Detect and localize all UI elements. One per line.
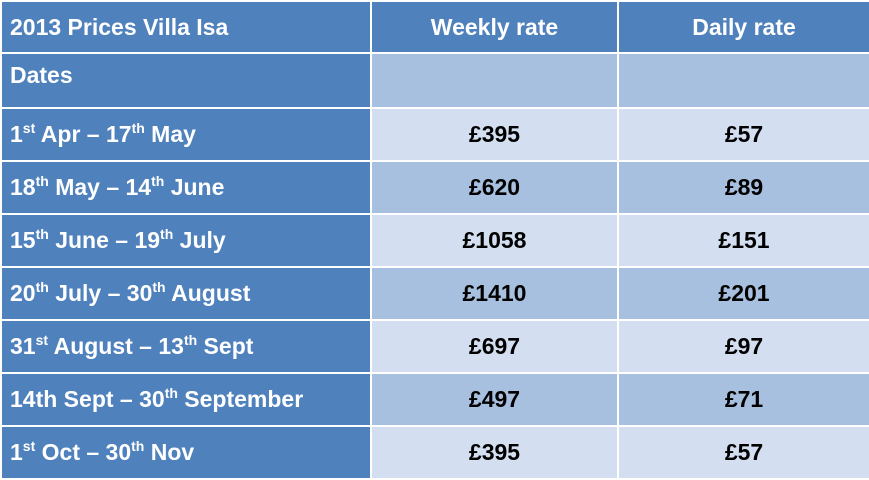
weekly-rate: £1058	[370, 213, 619, 268]
date-text: 1	[10, 439, 23, 465]
header-cell: Weekly rate	[370, 0, 619, 54]
date-text: May	[144, 121, 196, 147]
ordinal-suffix: th	[131, 120, 145, 136]
ordinal-suffix: th	[152, 279, 166, 295]
date-cell: 18th May – 14th June	[0, 160, 372, 215]
ordinal-suffix: st	[22, 438, 36, 454]
date-text: 15	[10, 227, 36, 253]
ordinal-suffix: th	[151, 173, 165, 189]
ordinal-suffix: th	[160, 226, 174, 242]
daily-rate: £97	[617, 319, 869, 374]
empty-cell	[370, 52, 619, 109]
ordinal-suffix: st	[22, 120, 36, 136]
ordinal-suffix: th	[164, 385, 178, 401]
date-text: Oct – 30	[35, 439, 132, 465]
data-row: 1st Oct – 30th Nov £395 £57	[0, 425, 869, 480]
date-cell: 1st Oct – 30th Nov	[0, 425, 372, 480]
weekly-rate: £697	[370, 319, 619, 374]
data-row: 15th June – 19th July £1058 £151	[0, 213, 869, 268]
date-text: August – 13	[48, 333, 184, 359]
date-text: 31	[10, 333, 36, 359]
date-cell: 1st Apr – 17th May	[0, 107, 372, 162]
empty-cell	[617, 52, 869, 109]
ordinal-suffix: st	[35, 332, 49, 348]
date-cell: 15th June – 19th July	[0, 213, 372, 268]
weekly-rate: £497	[370, 372, 619, 427]
date-text: May – 14	[48, 174, 152, 200]
date-text: Nov	[144, 439, 195, 465]
header-row: 2013 Prices Villa Isa Weekly rate Daily …	[0, 0, 869, 54]
date-cell: 31st August – 13th Sept	[0, 319, 372, 374]
date-text: 18	[10, 174, 36, 200]
date-text: September	[177, 386, 304, 412]
date-text: June	[164, 174, 225, 200]
subheader-row: Dates	[0, 52, 869, 109]
weekly-rate: £1410	[370, 266, 619, 321]
subheader-cell: Dates	[0, 52, 372, 109]
ordinal-suffix: th	[35, 226, 49, 242]
data-row: 31st August – 13th Sept £697 £97	[0, 319, 869, 374]
data-row: 20th July – 30th August £1410 £201	[0, 266, 869, 321]
date-text: July	[173, 227, 226, 253]
ordinal-suffix: th	[183, 332, 198, 348]
date-cell: 20th July – 30th August	[0, 266, 372, 321]
date-text: August	[165, 280, 251, 306]
date-text: June – 19	[48, 227, 161, 253]
weekly-rate: £620	[370, 160, 619, 215]
daily-rate: £57	[617, 425, 869, 480]
daily-rate: £89	[617, 160, 869, 215]
weekly-rate: £395	[370, 425, 619, 480]
date-text: Apr – 17	[35, 121, 132, 147]
ordinal-suffix: th	[35, 279, 49, 295]
date-text: 1	[10, 121, 23, 147]
date-text: 20	[10, 280, 36, 306]
date-text: Sept	[197, 333, 254, 359]
data-row: 14th Sept – 30th September £497 £71	[0, 372, 869, 427]
daily-rate: £151	[617, 213, 869, 268]
daily-rate: £57	[617, 107, 869, 162]
date-cell: 14th Sept – 30th September	[0, 372, 372, 427]
data-row: 18th May – 14th June £620 £89	[0, 160, 869, 215]
ordinal-suffix: th	[35, 173, 49, 189]
daily-rate: £71	[617, 372, 869, 427]
daily-rate: £201	[617, 266, 869, 321]
header-cell: 2013 Prices Villa Isa	[0, 0, 372, 54]
date-text: 14th Sept – 30	[10, 386, 165, 412]
weekly-rate: £395	[370, 107, 619, 162]
header-cell: Daily rate	[617, 0, 869, 54]
date-text: July – 30	[48, 280, 153, 306]
ordinal-suffix: th	[131, 438, 145, 454]
data-row: 1st Apr – 17th May £395 £57	[0, 107, 869, 162]
